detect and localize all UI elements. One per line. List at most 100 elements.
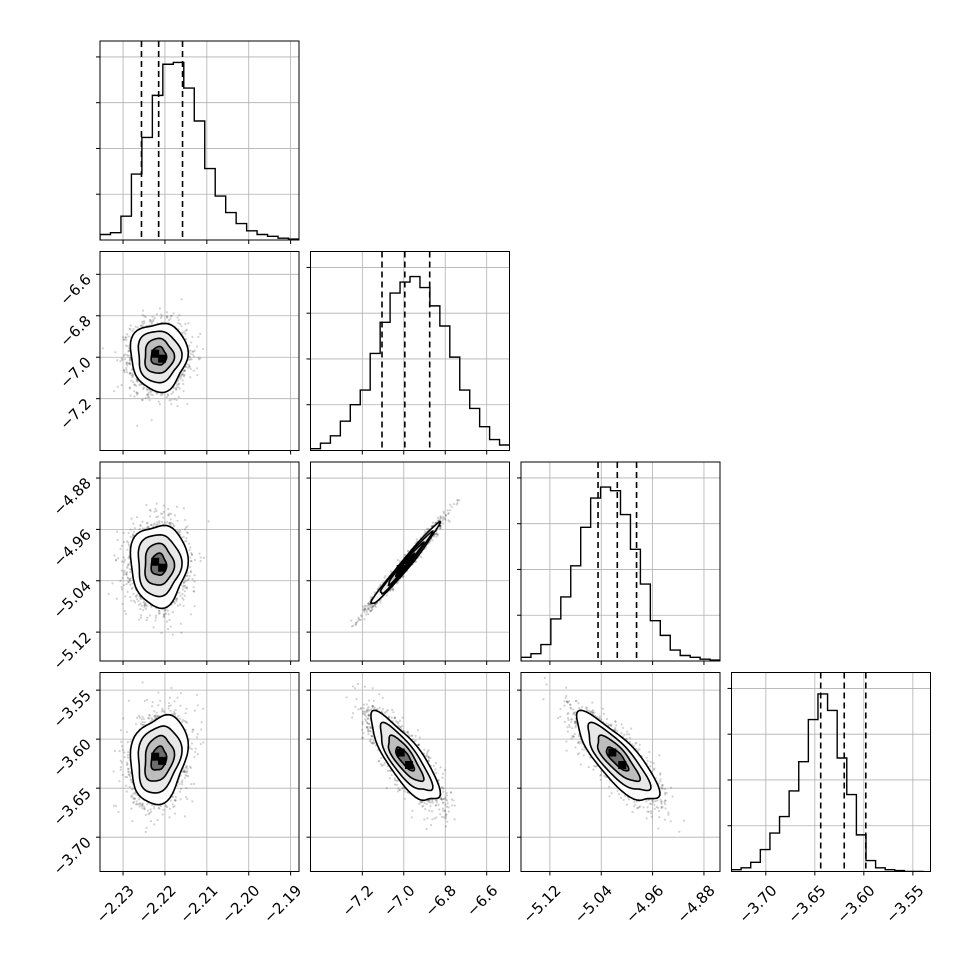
sample-point [125, 582, 128, 586]
sample-point [141, 609, 145, 612]
sample-point [165, 620, 168, 623]
sample-point [130, 599, 133, 602]
sample-point [166, 521, 169, 524]
sample-point [207, 520, 210, 523]
sample-point [145, 522, 148, 525]
sample-point [127, 347, 131, 350]
sample-point [179, 594, 182, 597]
sample-point [172, 390, 175, 394]
sample-point [140, 604, 143, 607]
sample-point [189, 367, 192, 370]
sample-point [182, 598, 185, 601]
sample-point [192, 355, 196, 358]
sample-point [128, 371, 132, 375]
sample-point [127, 563, 130, 566]
sample-point [150, 322, 154, 325]
sample-point [130, 368, 133, 372]
sample-point [119, 547, 122, 551]
panel-frame [520, 461, 721, 662]
sample-point [130, 587, 133, 590]
sample-point [177, 318, 180, 322]
sample-point [128, 362, 131, 366]
sample-point [188, 574, 191, 578]
sample-point [365, 613, 368, 616]
sample-point [162, 516, 165, 519]
sample-point [157, 612, 161, 615]
sample-point [437, 519, 440, 522]
sample-point [151, 315, 154, 318]
histogram-step [310, 275, 510, 451]
sample-point [135, 516, 139, 519]
sample-point [136, 392, 140, 395]
sample-point [180, 631, 183, 634]
sample-point [191, 350, 194, 353]
sample-point [147, 526, 150, 529]
sample-point [153, 522, 156, 525]
sample-point [158, 307, 161, 310]
sample-point [120, 383, 123, 387]
sample-point [187, 577, 191, 580]
sample-point [182, 584, 185, 587]
sample-point [116, 359, 119, 362]
sample-point [193, 605, 196, 608]
sample-point [114, 559, 118, 562]
sample-point [190, 559, 193, 563]
sample-point [141, 322, 145, 326]
sample-point [181, 372, 184, 375]
sample-point [185, 536, 188, 539]
sample-point [159, 316, 163, 319]
sample-point [178, 531, 181, 534]
sample-point [369, 610, 372, 613]
panel-plot-area [100, 41, 299, 240]
sample-point [189, 349, 192, 352]
sample-point [182, 375, 186, 378]
sample-point [123, 609, 126, 613]
sample-point [133, 390, 136, 393]
sample-point [150, 605, 153, 608]
sample-point [132, 534, 135, 537]
panel-plot-area [310, 462, 510, 661]
sample-point [124, 344, 127, 347]
sample-point [181, 373, 184, 376]
sample-point [147, 391, 150, 394]
sample-point [138, 527, 142, 530]
sample-point [373, 591, 376, 594]
sample-point [188, 548, 191, 552]
sample-point [129, 372, 132, 375]
sample-point [177, 383, 180, 386]
panel-frame [99, 40, 300, 241]
sample-point [142, 386, 145, 389]
sample-point [125, 570, 129, 574]
sample-point [181, 588, 184, 591]
panel-r1-c0 [99, 251, 300, 451]
sample-point [131, 372, 134, 375]
sample-point [189, 376, 192, 379]
sample-point [167, 513, 170, 516]
sample-point [197, 335, 200, 339]
sample-point [169, 523, 172, 526]
density-peak [151, 349, 160, 358]
sample-point [149, 320, 152, 323]
sample-point [162, 510, 165, 513]
sample-point [135, 391, 138, 394]
sample-point [189, 546, 192, 549]
sample-point [369, 609, 373, 613]
sample-point [168, 399, 171, 402]
sample-point [165, 315, 168, 318]
sample-point [362, 605, 365, 608]
sample-point [193, 580, 196, 583]
sample-point [142, 387, 145, 390]
sample-point [135, 384, 138, 387]
sample-point [143, 604, 146, 607]
sample-point [183, 369, 186, 372]
sample-point [182, 331, 186, 334]
sample-point [191, 578, 194, 581]
sample-point [123, 371, 126, 374]
sample-point [158, 609, 161, 612]
sample-point [156, 515, 160, 518]
sample-point [149, 390, 152, 393]
sample-point [125, 361, 128, 364]
sample-point [122, 540, 126, 543]
sample-point [178, 313, 181, 316]
panel-plot-area [731, 672, 931, 872]
